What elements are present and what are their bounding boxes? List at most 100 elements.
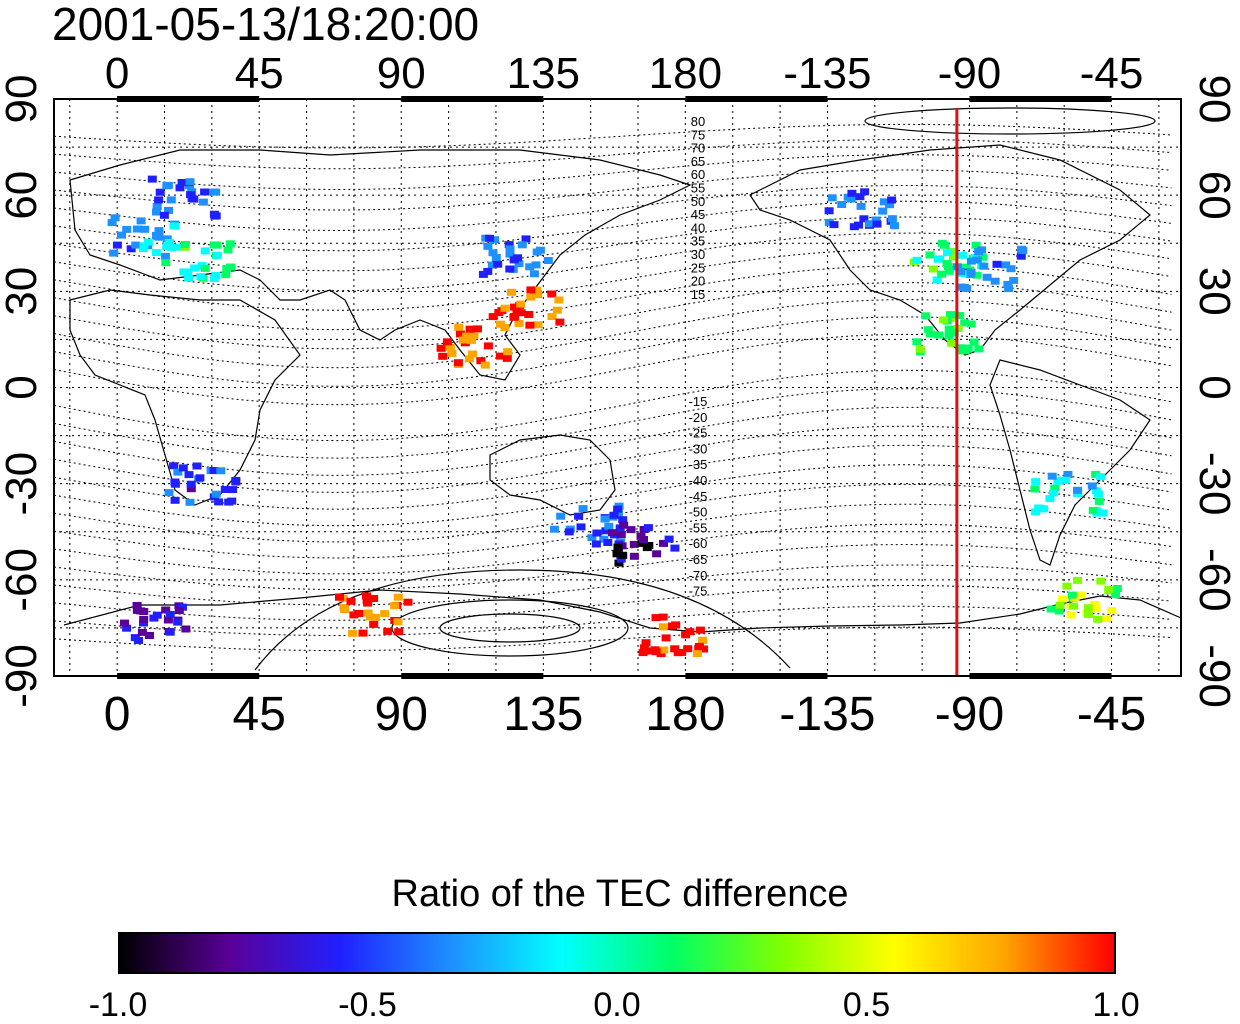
tec-sample <box>1107 607 1117 615</box>
contour-label: -30 <box>689 441 708 456</box>
tec-sample <box>940 241 949 249</box>
tec-sample <box>859 215 869 223</box>
contour-label: -65 <box>689 552 708 567</box>
contour-north-pole <box>864 107 1156 135</box>
tec-sample <box>166 244 176 252</box>
tec-sample <box>145 632 154 639</box>
timestamp-title: 2001-05-13/18:20:00 <box>52 0 480 50</box>
contour-label: 65 <box>691 154 705 169</box>
tec-sample <box>636 532 646 540</box>
tec-sample <box>1093 490 1103 498</box>
tec-sample <box>120 619 129 627</box>
contour-label: 35 <box>691 234 705 249</box>
contour-line <box>54 169 1172 211</box>
tec-sample <box>643 524 653 532</box>
contour-south-pole <box>439 613 581 643</box>
tec-sample <box>971 241 981 249</box>
tec-sample <box>354 610 364 617</box>
tick-bar-segment <box>117 673 260 679</box>
tec-sample <box>829 221 839 229</box>
tec-sample <box>587 534 597 542</box>
tec-sample <box>923 326 933 334</box>
tec-sample <box>126 245 136 253</box>
tec-sample <box>228 486 238 494</box>
tec-sample <box>137 628 147 636</box>
lat-label-left: -60 <box>0 548 46 612</box>
lat-label-right: 90 <box>1190 75 1239 124</box>
tec-sample <box>155 188 165 196</box>
contour-label: 60 <box>691 167 705 182</box>
tec-sample <box>547 313 557 320</box>
tec-sample <box>944 325 954 333</box>
colorbar-tick-label: 0.5 <box>842 986 891 1024</box>
tec-sample <box>227 497 237 505</box>
tec-sample <box>865 220 875 228</box>
contour-label: -15 <box>689 394 708 409</box>
tec-sample <box>169 462 179 470</box>
tec-sample <box>564 528 574 536</box>
tec-sample <box>436 344 446 352</box>
tec-sample <box>464 355 474 363</box>
tec-sample <box>555 318 565 326</box>
tec-sample <box>1009 276 1019 284</box>
tec-sample <box>659 539 668 547</box>
tec-sample <box>465 325 475 333</box>
tec-sample <box>641 639 651 647</box>
tec-sample <box>177 179 187 186</box>
contour-label: -40 <box>689 473 708 488</box>
tec-sample <box>390 602 400 610</box>
contour-line <box>54 543 1172 591</box>
tick-bar-segment <box>401 96 544 102</box>
tec-sample <box>659 646 669 654</box>
tec-sample <box>149 614 159 622</box>
contour-label: -35 <box>689 457 708 472</box>
tec-sample <box>928 265 938 273</box>
lat-label-right: 0 <box>1190 375 1239 399</box>
tec-sample <box>476 357 486 365</box>
tec-sample <box>966 320 976 328</box>
tec-sample <box>982 273 992 281</box>
tec-sample <box>160 252 170 260</box>
lon-label-top: -135 <box>783 49 871 98</box>
tec-sample <box>212 251 222 259</box>
tec-sample <box>664 535 674 543</box>
tec-sample <box>1063 470 1073 478</box>
tec-sample <box>152 203 162 210</box>
tec-sample <box>937 270 947 278</box>
lon-label-bottom: 0 <box>104 688 131 741</box>
contour-label: 50 <box>691 194 705 209</box>
tec-sample <box>1031 478 1041 486</box>
tec-sample <box>1076 591 1086 599</box>
tec-sample <box>1098 509 1108 517</box>
tec-sample <box>164 206 173 214</box>
contour-line <box>54 184 1172 232</box>
tec-sample <box>943 249 952 257</box>
tec-sample <box>162 182 172 190</box>
contour-line <box>54 154 1172 191</box>
tec-sample <box>505 265 515 273</box>
tec-sample <box>490 236 500 244</box>
tec-sample <box>438 352 448 360</box>
tec-sample <box>1091 605 1101 613</box>
lat-label-left: 60 <box>0 171 46 220</box>
tec-sample <box>164 238 174 246</box>
tec-sample <box>1006 265 1016 273</box>
lon-label-top: 0 <box>105 49 129 98</box>
tec-sample <box>1094 497 1104 505</box>
contour-label: 15 <box>691 287 705 302</box>
tec-sample <box>972 256 982 264</box>
tec-sample <box>642 544 652 552</box>
tec-sample <box>165 628 175 636</box>
tec-sample <box>132 602 142 609</box>
tec-sample <box>1050 484 1060 492</box>
tec-sample <box>196 273 206 281</box>
tec-sample <box>493 260 503 268</box>
tec-sample <box>480 361 490 369</box>
tec-sample <box>1018 247 1028 254</box>
tec-sample <box>960 319 970 327</box>
tec-sample <box>969 338 979 346</box>
lon-label-top: 45 <box>235 49 284 98</box>
tec-sample <box>619 521 629 529</box>
tec-sample <box>455 330 465 338</box>
tec-sample <box>887 196 897 204</box>
